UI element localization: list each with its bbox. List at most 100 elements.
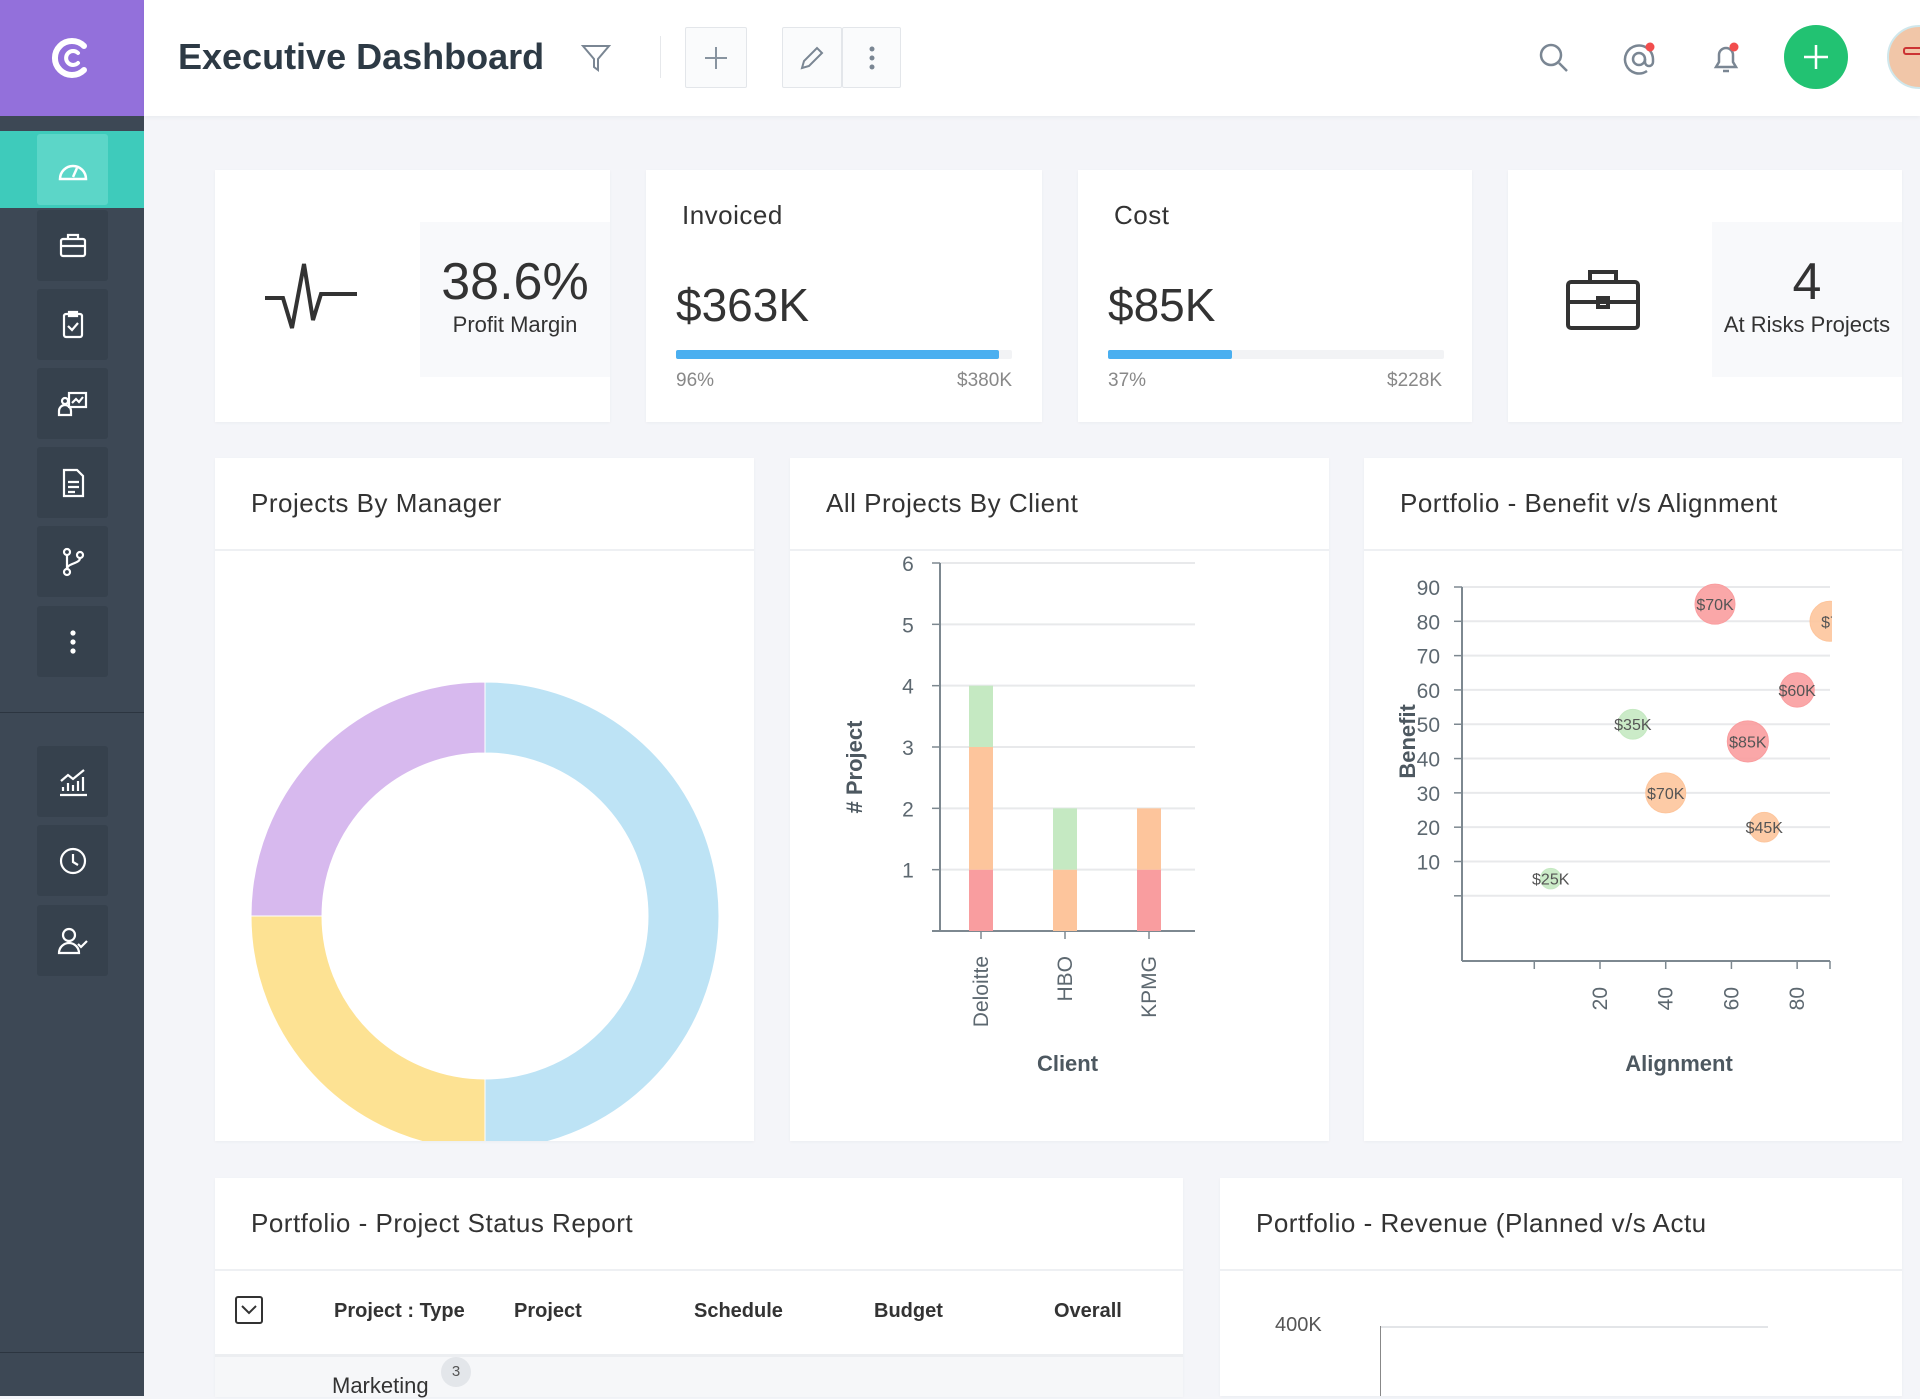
- x-tick-label: 20: [1589, 987, 1612, 1010]
- sidebar-item-briefcase[interactable]: [37, 210, 108, 281]
- invoiced-percent: 96%: [676, 370, 715, 391]
- y-tick-label: 2: [902, 798, 914, 821]
- bubble-point: [1748, 811, 1780, 843]
- bar-segment: [1137, 808, 1161, 870]
- column-header[interactable]: Project : Type: [334, 1300, 465, 1322]
- table-group-row[interactable]: Marketing 3: [215, 1357, 1183, 1398]
- search-button[interactable]: [1534, 38, 1574, 78]
- column-header[interactable]: Project: [514, 1300, 582, 1322]
- y-tick-label: 20: [1417, 817, 1440, 840]
- bar-segment: [1137, 869, 1161, 931]
- select-all-checkbox[interactable]: [235, 1296, 263, 1324]
- chevron-down-icon: [241, 1305, 257, 1315]
- bubble-label: $35K: [1614, 717, 1652, 734]
- logo-icon: [51, 38, 87, 78]
- chart-title: All Projects By Client: [790, 458, 1329, 551]
- cost-progress-fill: [1108, 350, 1233, 359]
- create-new-button[interactable]: [1784, 25, 1848, 89]
- plus-icon: [1804, 45, 1828, 69]
- group-label: Marketing: [332, 1373, 429, 1398]
- bubble-point: [1539, 867, 1562, 890]
- profit-margin-label: Profit Margin: [452, 312, 578, 337]
- notifications-button[interactable]: [1706, 38, 1746, 78]
- at-risk-label: At Risks Projects: [1723, 312, 1891, 337]
- y-tick-label: 3: [902, 737, 914, 760]
- cost-target: $228K: [1387, 370, 1442, 391]
- briefcase-icon: [59, 233, 86, 257]
- cost-percent: 37%: [1108, 370, 1147, 391]
- chart-title: Portfolio - Revenue (Planned v/s Actu: [1220, 1178, 1902, 1271]
- column-header[interactable]: Overall: [1054, 1300, 1122, 1322]
- profit-margin-value: 38.6%: [441, 253, 589, 311]
- document-icon: [62, 468, 84, 497]
- sidebar-item-user-check[interactable]: [37, 905, 108, 976]
- bar-segment: [969, 685, 993, 747]
- x-tick-label: KPMG: [1138, 956, 1161, 1018]
- presentation-icon: [57, 391, 87, 416]
- x-tick-label: HBO: [1054, 956, 1077, 1002]
- briefcase-icon: [1566, 270, 1640, 330]
- clock-icon: [59, 847, 86, 874]
- bubble-label: $85K: [1729, 734, 1767, 751]
- sidebar-divider: [0, 1352, 144, 1353]
- sidebar-item-dashboard[interactable]: [0, 131, 144, 208]
- sidebar-item-more-vertical[interactable]: [37, 606, 108, 677]
- bubble-point: [1645, 772, 1687, 814]
- chart-icon: [59, 768, 87, 796]
- sidebar-item-chart[interactable]: [37, 746, 108, 817]
- gridline: [1380, 1326, 1768, 1328]
- column-header[interactable]: Schedule: [694, 1300, 783, 1322]
- sidebar-item-git-branch[interactable]: [37, 526, 108, 597]
- mentions-button[interactable]: [1620, 38, 1660, 78]
- sidebar-item-document[interactable]: [37, 447, 108, 518]
- bubble-point: [1726, 720, 1769, 763]
- bar-segment: [1053, 869, 1077, 931]
- kpi-cost-card: Cost $85K 37% $228K: [1078, 170, 1472, 422]
- plus-icon: [705, 46, 727, 69]
- cost-progress-bar: [1108, 350, 1444, 359]
- column-header[interactable]: Budget: [874, 1300, 943, 1322]
- at-risk-count: 4: [1792, 253, 1822, 311]
- donut-slice: [250, 915, 486, 1151]
- sidebar-item-clipboard-check[interactable]: [37, 289, 108, 360]
- x-tick-label: Deloitte: [970, 956, 993, 1027]
- projects-by-client-card: All Projects By Client 1 2 3 4 5 6 Deloitte HBO…: [790, 458, 1329, 1141]
- chart-title: Portfolio - Project Status Report: [215, 1178, 1183, 1271]
- add-widget-button[interactable]: [685, 27, 747, 88]
- kpi-invoiced-card: Invoiced $363K 96% $380K: [646, 170, 1042, 422]
- invoiced-value: $363K: [676, 279, 810, 331]
- invoiced-target: $380K: [957, 370, 1012, 391]
- bubble-label: $70K: [1696, 597, 1734, 614]
- user-check-icon: [57, 927, 88, 954]
- group-count-badge: 3: [441, 1357, 471, 1387]
- bar-segment: [969, 747, 993, 870]
- cost-label: Cost: [1114, 200, 1170, 230]
- y-axis: [1380, 1326, 1381, 1396]
- user-avatar[interactable]: [1887, 25, 1920, 89]
- clipboard-check-icon: [62, 310, 83, 338]
- sidebar-item-presentation[interactable]: [37, 368, 108, 439]
- invoiced-progress-fill: [676, 350, 999, 359]
- projects-by-manager-card: Projects By Manager: [215, 458, 754, 1151]
- pencil-icon: [800, 46, 824, 69]
- x-tick-label: 80: [1786, 987, 1809, 1010]
- chart-title: Projects By Manager: [215, 458, 754, 551]
- x-axis-label: Client: [1037, 1051, 1099, 1076]
- at-sign-icon: [1623, 42, 1655, 75]
- kpi-profit-card: 38.6% Profit Margin: [215, 170, 610, 422]
- app-logo[interactable]: [0, 0, 144, 116]
- filter-button[interactable]: [576, 38, 616, 78]
- edit-button[interactable]: [782, 27, 842, 88]
- y-axis-label: # Project: [842, 720, 867, 814]
- sidebar-item-clock[interactable]: [37, 825, 108, 896]
- y-tick-label: 70: [1417, 646, 1440, 669]
- more-options-button[interactable]: [842, 27, 901, 88]
- y-tick-label: 50: [1417, 714, 1440, 737]
- invoiced-progress-bar: [676, 350, 1012, 359]
- y-tick-label: 6: [902, 553, 914, 576]
- git-branch-icon: [62, 547, 84, 576]
- more-vertical-icon: [69, 629, 76, 654]
- chart-clip: [1832, 551, 1912, 1151]
- y-tick-label: 5: [902, 614, 914, 637]
